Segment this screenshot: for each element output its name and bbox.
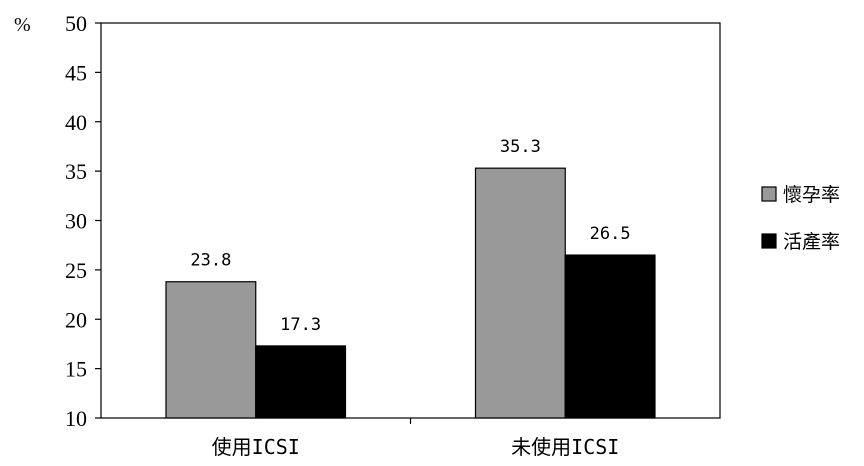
x-axis: 使用ICSI 未使用ICSI <box>212 418 619 459</box>
y-tick-label: 50 <box>65 11 87 36</box>
y-tick-label: 30 <box>65 209 87 234</box>
bar-value-label: 35.3 <box>500 137 541 157</box>
bar-group <box>165 167 656 419</box>
bar-value-label: 26.5 <box>590 224 631 244</box>
y-tick-label: 35 <box>65 159 87 184</box>
bar-pregnancy-rate <box>474 167 566 419</box>
legend-swatch <box>761 233 777 249</box>
bar-pregnancy-rate <box>165 281 257 419</box>
x-category-label: 未使用ICSI <box>511 435 619 459</box>
y-tick-label: 20 <box>65 307 87 332</box>
bar-value-label: 23.8 <box>190 251 231 271</box>
bar-live-birth-rate <box>255 345 347 419</box>
y-tick-label: 40 <box>65 110 87 135</box>
legend-label: 活產率 <box>783 231 840 253</box>
value-labels: 23.8 17.3 35.3 26.5 <box>190 137 630 335</box>
y-tick-label: 15 <box>65 357 87 382</box>
legend-swatch <box>761 186 777 202</box>
y-tick-label: 10 <box>65 406 87 431</box>
y-tick-label: 25 <box>65 258 87 283</box>
legend-label: 懷孕率 <box>783 184 840 206</box>
y-axis: 10 15 20 25 30 35 40 45 50 <box>65 11 101 431</box>
y-axis-unit: % <box>14 14 31 36</box>
x-category-label: 使用ICSI <box>212 435 300 459</box>
bar-value-label: 17.3 <box>280 315 321 335</box>
y-tick-label: 45 <box>65 60 87 85</box>
bar-live-birth-rate <box>564 254 656 419</box>
